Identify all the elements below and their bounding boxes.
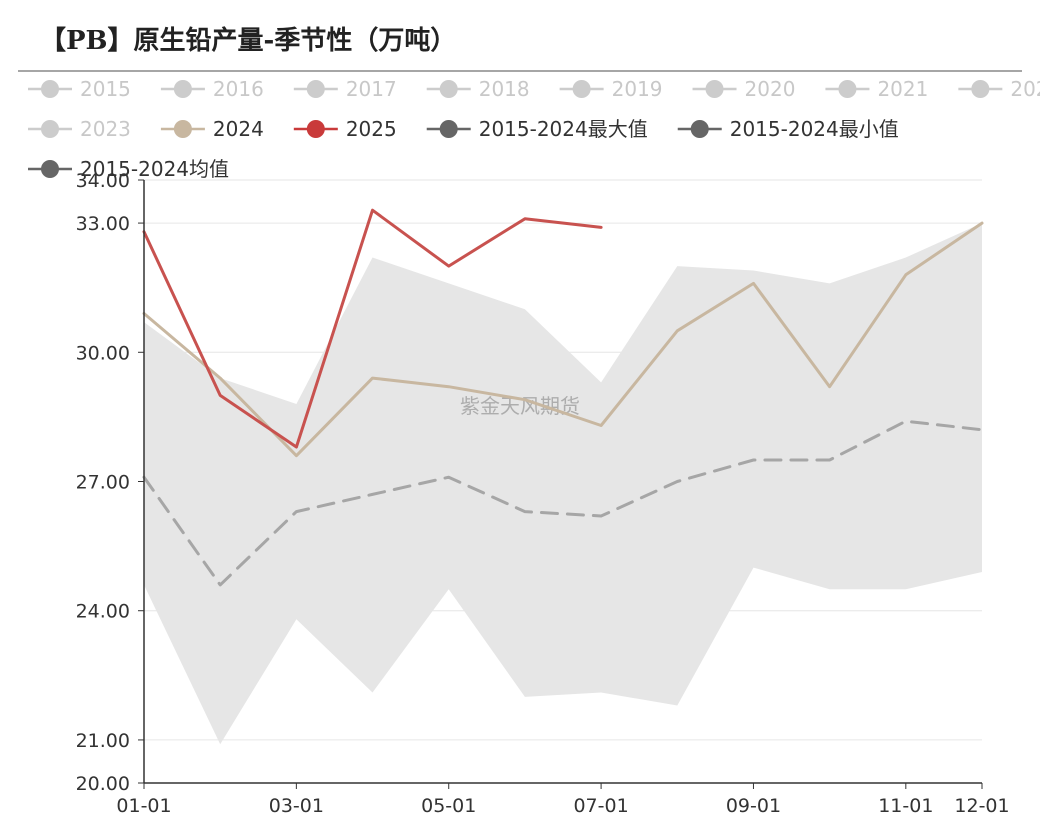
x-tick-label: 12-01 — [954, 795, 1009, 817]
series-line-2015-2024均值 — [142, 419, 984, 587]
legend-label: 2025 — [346, 117, 397, 141]
legend-item-2018: 2018 — [426, 77, 530, 101]
legend-item-2015: 2015 — [28, 77, 131, 101]
legend-label: 2019 — [612, 77, 663, 101]
series-lines — [142, 208, 984, 587]
legend-label: 2016 — [213, 77, 264, 101]
legend-label: 2018 — [479, 77, 530, 101]
range-band-area — [144, 223, 982, 745]
legend-item-2023: 2023 — [28, 117, 131, 141]
y-tick-label: 34.00 — [76, 170, 130, 192]
x-tick-label: 05-01 — [421, 795, 476, 817]
legend-marker — [572, 80, 591, 98]
legend-marker — [41, 120, 59, 138]
legend-item-2017: 2017 — [293, 77, 397, 101]
legend-marker — [705, 80, 724, 98]
y-tick-label: 21.00 — [76, 730, 130, 752]
y-tick-label: 27.00 — [76, 472, 130, 494]
min-max-band — [144, 223, 982, 745]
axes: 20.00 21.00 24.00 27.00 30.00 33.00 34.00 01-01… — [76, 170, 1010, 817]
legend-label: 2024 — [213, 117, 264, 141]
title-divider — [18, 70, 1022, 72]
legend-item-2015-2024最大值: 2015-2024最大值 — [426, 117, 648, 141]
legend-label: 2017 — [346, 77, 397, 101]
legend-marker — [306, 80, 325, 98]
legend-marker — [41, 80, 59, 98]
y-tick-label: 33.00 — [76, 213, 130, 235]
series-line-2024 — [142, 221, 984, 458]
legend-label: 2015-2024最小值 — [730, 117, 899, 141]
legend-item-2024: 2024 — [160, 117, 264, 141]
y-tick-label: 20.00 — [76, 773, 130, 795]
series-line-2025 — [142, 208, 603, 449]
legend-marker — [41, 160, 59, 178]
legend-item-2016: 2016 — [160, 77, 264, 101]
legend-label: 2015-2024最大值 — [479, 117, 648, 141]
y-tick-label: 30.00 — [76, 342, 130, 364]
y-tick-label: 24.00 — [76, 601, 130, 623]
legend-marker — [838, 80, 857, 98]
x-tick-label: 01-01 — [116, 795, 171, 817]
legend-label: 2022 — [1010, 77, 1040, 101]
legend-label: 2015 — [80, 77, 131, 101]
legend: 2015 2016 2017 2018 2019 2020 2021 2022 2023 2024… — [28, 77, 1040, 181]
legend-label: 2023 — [80, 117, 131, 141]
legend-item-2022: 2022 — [958, 77, 1040, 101]
x-tick-label: 03-01 — [269, 795, 324, 817]
legend-item-2021: 2021 — [825, 77, 928, 101]
legend-label: 2020 — [745, 77, 796, 101]
legend-label: 2021 — [877, 77, 928, 101]
chart-title: 【PB】原生铅产量-季节性（万吨） — [40, 26, 457, 56]
legend-marker — [173, 120, 192, 138]
legend-item-2015-2024均值: 2015-2024均值 — [28, 157, 229, 181]
legend-item-2019: 2019 — [559, 77, 663, 101]
x-tick-label: 07-01 — [573, 795, 628, 817]
legend-marker — [439, 80, 458, 98]
legend-item-2020: 2020 — [692, 77, 796, 101]
legend-marker — [173, 80, 192, 98]
legend-item-2025: 2025 — [293, 117, 397, 141]
legend-marker — [439, 120, 458, 138]
legend-label: 2015-2024均值 — [80, 157, 229, 181]
legend-marker — [306, 120, 325, 138]
x-tick-label: 09-01 — [726, 795, 781, 817]
legend-marker — [971, 80, 990, 98]
x-tick-label: 11-01 — [878, 795, 933, 817]
legend-marker — [690, 120, 709, 138]
legend-item-2015-2024最小值: 2015-2024最小值 — [677, 117, 899, 141]
